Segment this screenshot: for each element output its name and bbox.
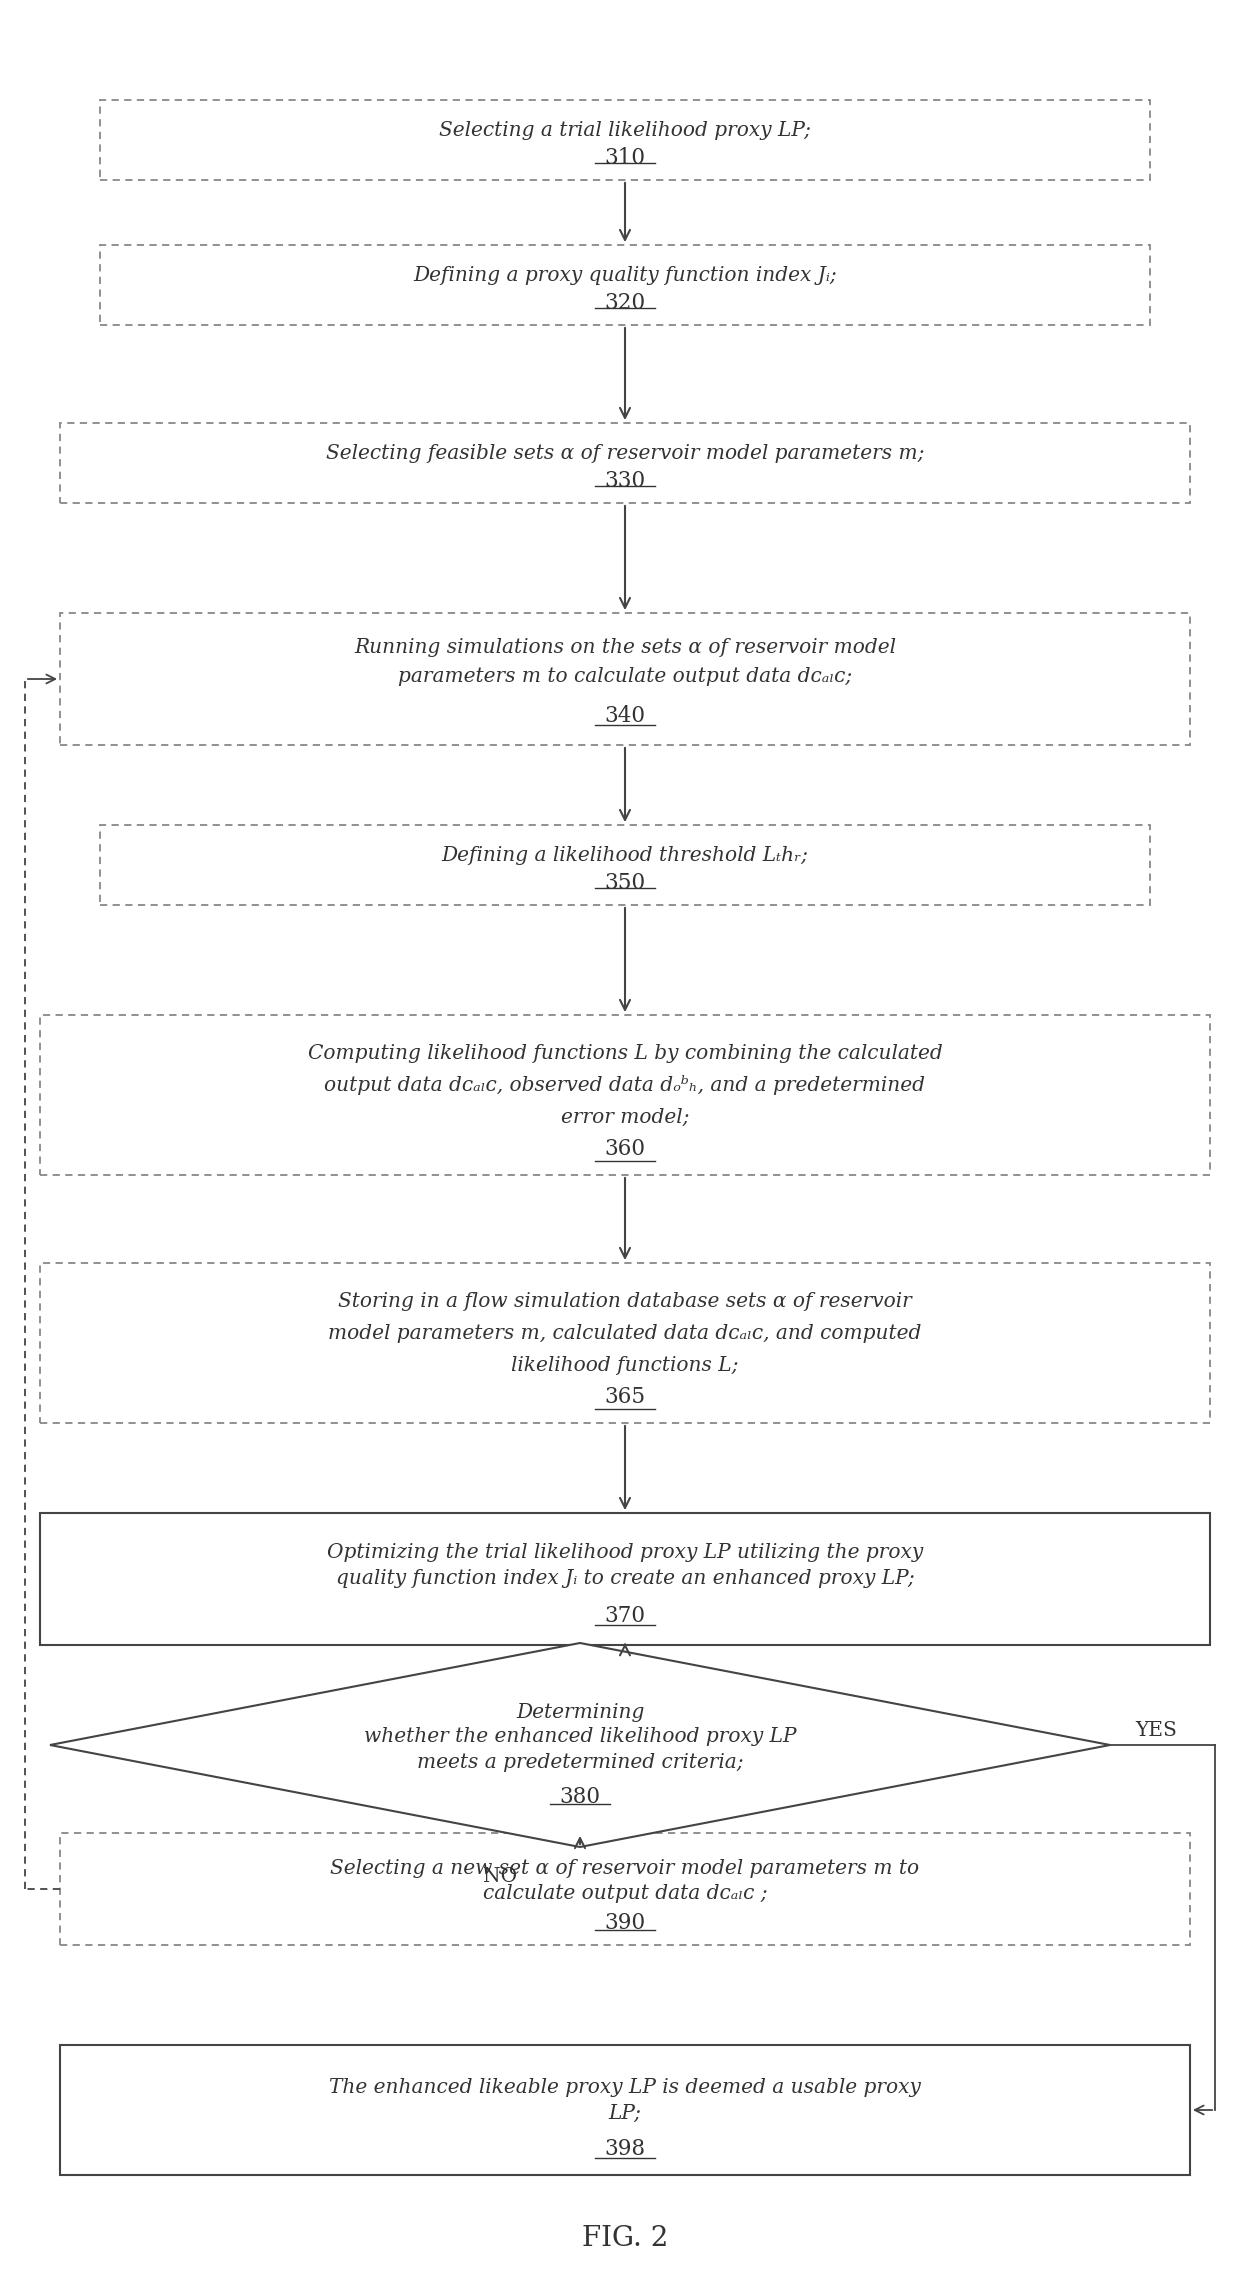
Text: Selecting a trial likelihood proxy LP;: Selecting a trial likelihood proxy LP;: [439, 122, 811, 140]
Text: model parameters m, calculated data dᴄₐₗᴄ, and computed: model parameters m, calculated data dᴄₐₗ…: [329, 1323, 921, 1344]
Bar: [40, 1016, 1210, 1174]
Text: output data dᴄₐₗᴄ, observed data dₒᵇₕ, and a predetermined: output data dᴄₐₗᴄ, observed data dₒᵇₕ, a…: [325, 1075, 925, 1096]
Text: calculate output data dᴄₐₗᴄ ;: calculate output data dᴄₐₗᴄ ;: [482, 1885, 768, 1903]
Text: 320: 320: [605, 291, 645, 314]
Bar: [40, 1263, 1210, 1424]
Text: parameters m to calculate output data dᴄₐₗᴄ;: parameters m to calculate output data dᴄ…: [398, 667, 852, 686]
Text: 360: 360: [605, 1137, 645, 1160]
Polygon shape: [50, 1644, 1110, 1846]
Text: LP;: LP;: [609, 2105, 641, 2123]
Text: meets a predetermined criteria;: meets a predetermined criteria;: [416, 1754, 744, 1772]
Text: whether the enhanced likelihood proxy LP: whether the enhanced likelihood proxy LP: [364, 1727, 796, 1747]
Text: Defining a proxy quality function index Jᵢ;: Defining a proxy quality function index …: [414, 266, 836, 284]
Bar: [60, 2045, 1190, 2176]
Text: FIG. 2: FIG. 2: [581, 2224, 669, 2252]
Text: 340: 340: [605, 704, 645, 727]
Text: Running simulations on the sets α of reservoir model: Running simulations on the sets α of res…: [354, 637, 896, 656]
Text: NO: NO: [482, 1867, 518, 1887]
Text: error model;: error model;: [561, 1108, 689, 1126]
Text: The enhanced likeable proxy LP is deemed a usable proxy: The enhanced likeable proxy LP is deemed…: [329, 2077, 921, 2098]
Text: Computing likelihood functions L by combining the calculated: Computing likelihood functions L by comb…: [308, 1043, 942, 1064]
Text: 310: 310: [605, 147, 645, 170]
Text: YES: YES: [1135, 1720, 1178, 1740]
Text: 330: 330: [605, 470, 645, 491]
Bar: [100, 101, 1150, 179]
Text: Storing in a flow simulation database sets α of reservoir: Storing in a flow simulation database se…: [338, 1291, 912, 1312]
Text: likelihood functions L;: likelihood functions L;: [511, 1355, 739, 1376]
Bar: [100, 245, 1150, 326]
Text: Optimizing the trial likelihood proxy LP utilizing the proxy: Optimizing the trial likelihood proxy LP…: [328, 1543, 922, 1562]
Text: quality function index Jᵢ to create an enhanced proxy LP;: quality function index Jᵢ to create an e…: [336, 1568, 914, 1589]
Text: 390: 390: [605, 1912, 645, 1933]
Text: Selecting a new set α of reservoir model parameters m to: Selecting a new set α of reservoir model…: [330, 1860, 920, 1878]
Bar: [100, 825, 1150, 906]
Bar: [60, 612, 1190, 745]
Text: 370: 370: [605, 1605, 645, 1628]
Text: Determining: Determining: [516, 1704, 644, 1722]
Text: Selecting feasible sets α of reservoir model parameters m;: Selecting feasible sets α of reservoir m…: [326, 445, 924, 463]
Text: 350: 350: [605, 871, 645, 894]
Text: Defining a likelihood threshold Lₜℎᵣ;: Defining a likelihood threshold Lₜℎᵣ;: [441, 846, 809, 864]
Bar: [40, 1513, 1210, 1644]
Bar: [60, 422, 1190, 502]
Text: 380: 380: [560, 1786, 600, 1807]
Text: 398: 398: [605, 2137, 645, 2160]
Bar: [60, 1832, 1190, 1944]
Text: 365: 365: [605, 1387, 645, 1408]
